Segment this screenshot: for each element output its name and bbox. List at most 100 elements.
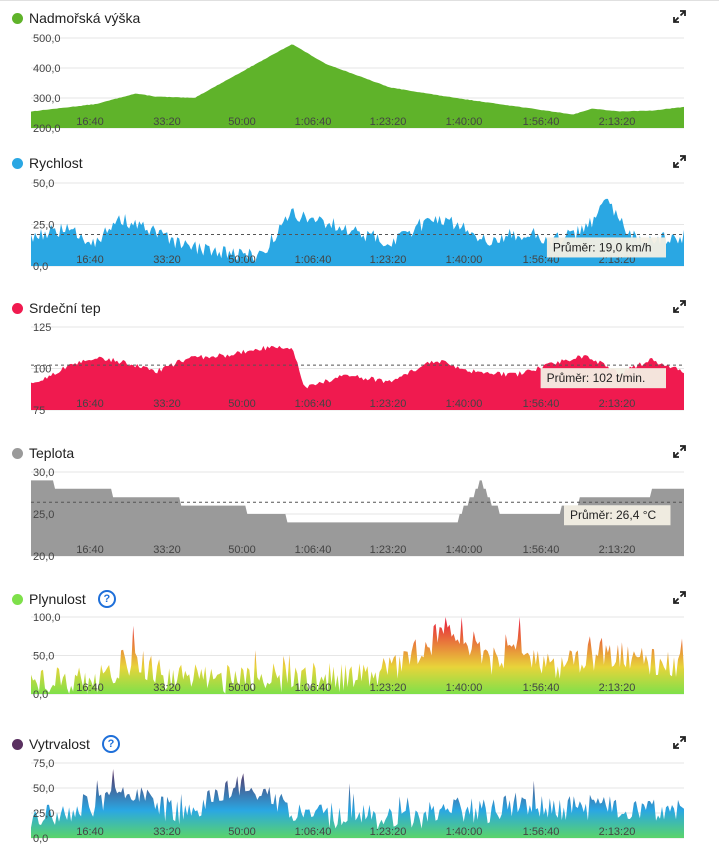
x-tick-label: 2:13:20: [599, 116, 636, 128]
y-tick-label: 20,0: [33, 551, 54, 562]
x-tick-label: 1:23:20: [370, 254, 407, 266]
x-tick-label: 1:56:40: [523, 826, 560, 838]
x-tick-label: 2:13:20: [599, 826, 636, 838]
x-tick-label: 1:40:00: [446, 826, 483, 838]
x-tick-label: 16:40: [76, 398, 104, 410]
expand-icon[interactable]: [673, 300, 686, 313]
panel-header: Plynulost?: [12, 589, 116, 609]
panel-header: Rychlost: [12, 153, 83, 173]
y-tick-label: 0,0: [33, 689, 48, 700]
chart-rychlost: 50,0 25,0 0,0 16:40 33:20 50:00 1:06:40 1:23:20…: [31, 178, 684, 272]
chart-vytrvalost: 75,0 50,0 25,0 0,0 16:40 33:20 50:00 1:06:40 1:2…: [31, 758, 684, 844]
series-area: [31, 480, 684, 556]
series-color-dot: [12, 12, 23, 24]
x-tick-label: 1:06:40: [295, 254, 332, 266]
x-tick-label: 1:56:40: [523, 398, 560, 410]
x-tick-label: 1:56:40: [523, 682, 560, 694]
average-label-box: [564, 505, 671, 526]
chart-plynulost: 100,0 50,0 0,0 16:40 33:20 50:00 1:06:40 1:23:2…: [31, 612, 684, 700]
panel-title: Srdeční tep: [29, 300, 101, 316]
x-tick-label: 50:00: [228, 116, 256, 128]
y-tick-label: 50,0: [33, 783, 54, 795]
panel-header: Vytrvalost?: [12, 734, 120, 754]
y-tick-label: 25,0: [33, 808, 54, 820]
x-tick-label: 50:00: [228, 254, 256, 266]
y-tick-label: 0,0: [33, 833, 48, 844]
x-tick-label: 33:20: [153, 116, 181, 128]
panel-title: Vytrvalost: [29, 736, 90, 752]
y-tick-label: 25,0: [33, 220, 54, 232]
panel-header: Srdeční tep: [12, 298, 101, 318]
x-tick-label: 2:13:20: [599, 682, 636, 694]
x-tick-label: 1:23:20: [370, 116, 407, 128]
expand-icon[interactable]: [673, 591, 686, 604]
x-tick-label: 1:23:20: [370, 544, 407, 556]
x-tick-label: 1:06:40: [295, 398, 332, 410]
y-tick-label: 75,0: [33, 758, 54, 770]
expand-icon[interactable]: [673, 10, 686, 23]
series-color-dot: [12, 738, 23, 750]
x-tick-label: 16:40: [76, 254, 104, 266]
x-tick-label: 16:40: [76, 826, 104, 838]
x-tick-label: 1:23:20: [370, 682, 407, 694]
x-tick-label: 1:06:40: [295, 544, 332, 556]
panel-header: Teplota: [12, 443, 74, 463]
average-label: Průměr: 19,0 km/h: [553, 240, 652, 254]
y-tick-label: 30,0: [33, 467, 54, 479]
x-tick-label: 33:20: [153, 826, 181, 838]
average-label-box: [540, 368, 666, 389]
y-tick-label: 50,0: [33, 178, 54, 190]
x-tick-label: 33:20: [153, 544, 181, 556]
help-icon[interactable]: ?: [101, 735, 120, 753]
average-label: Průměr: 102 t/min.: [547, 371, 646, 385]
x-tick-label: 33:20: [153, 682, 181, 694]
series-area: [31, 198, 684, 266]
average-label-box: [546, 237, 666, 258]
expand-icon[interactable]: [673, 155, 686, 168]
x-tick-label: 1:40:00: [446, 398, 483, 410]
help-icon[interactable]: ?: [97, 590, 116, 608]
x-tick-label: 16:40: [76, 116, 104, 128]
series-color-dot: [12, 447, 23, 459]
top-divider: [0, 0, 719, 1]
y-tick-label: 50,0: [33, 651, 54, 663]
series-color-dot: [12, 157, 23, 169]
x-tick-label: 1:40:00: [446, 544, 483, 556]
y-tick-label: 400,0: [33, 63, 61, 75]
series-area: [31, 769, 684, 838]
panel-title: Rychlost: [29, 155, 83, 171]
x-tick-label: 2:13:20: [599, 398, 636, 410]
x-tick-label: 50:00: [228, 826, 256, 838]
x-tick-label: 1:23:20: [370, 398, 407, 410]
x-tick-label: 1:56:40: [523, 544, 560, 556]
series-area: [31, 345, 684, 410]
y-tick-label: 25,0: [33, 509, 54, 521]
chart-nadmorska-vyska: 500,0 400,0 300,0 200,0 16:40 33:20 50:00 1:06:…: [31, 33, 684, 134]
y-tick-label: 125: [33, 322, 51, 334]
series-area: [31, 44, 684, 128]
x-tick-label: 1:06:40: [295, 826, 332, 838]
x-tick-label: 33:20: [153, 398, 181, 410]
y-tick-label: 200,0: [33, 123, 61, 134]
x-tick-label: 1:56:40: [523, 116, 560, 128]
series-color-dot: [12, 593, 23, 605]
y-tick-label: 0,0: [33, 261, 48, 272]
x-tick-label: 16:40: [76, 544, 104, 556]
x-tick-label: 33:20: [153, 254, 181, 266]
chart-teplota: 30,0 25,0 20,0 16:40 33:20 50:00 1:06:40 1:23:2…: [31, 467, 684, 562]
panel-title: Plynulost: [29, 591, 86, 607]
series-color-dot: [12, 302, 23, 314]
chart-srdecni-tep: 125 100 75 16:40 33:20 50:00 1:06:40 1:23:20 1:4…: [31, 322, 684, 416]
expand-icon[interactable]: [673, 445, 686, 458]
x-tick-label: 50:00: [228, 682, 256, 694]
x-tick-label: 1:23:20: [370, 826, 407, 838]
x-tick-label: 1:06:40: [295, 116, 332, 128]
panel-header: Nadmořská výška: [12, 8, 140, 28]
y-tick-label: 500,0: [33, 33, 61, 45]
x-tick-label: 50:00: [228, 398, 256, 410]
x-tick-label: 1:40:00: [446, 682, 483, 694]
x-tick-label: 16:40: [76, 682, 104, 694]
x-tick-label: 1:06:40: [295, 682, 332, 694]
y-tick-label: 300,0: [33, 93, 61, 105]
expand-icon[interactable]: [673, 736, 686, 749]
